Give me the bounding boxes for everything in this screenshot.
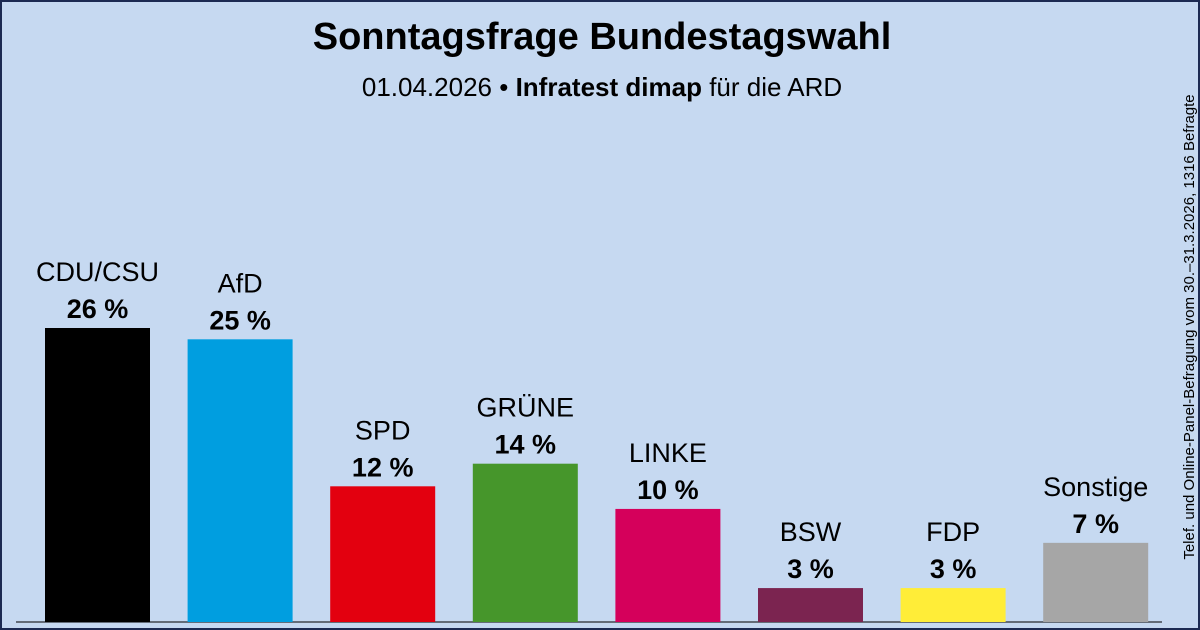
bar-linke xyxy=(615,508,721,622)
bar-value-label: 26 % xyxy=(67,294,129,324)
poll-institute: Infratest dimap xyxy=(515,72,702,102)
bar-value-label: 14 % xyxy=(495,430,557,460)
bar-spd xyxy=(330,486,436,622)
bar-value-label: 10 % xyxy=(637,475,699,505)
bar-category-label: SPD xyxy=(355,415,411,445)
bar-afd xyxy=(187,339,293,622)
bar-value-label: 25 % xyxy=(209,305,271,335)
bar-category-label: GRÜNE xyxy=(477,393,575,423)
bar-value-label: 12 % xyxy=(352,452,414,482)
chart-subtitle: 01.04.2026 • Infratest dimap für die ARD xyxy=(2,72,1198,103)
bar-cdu-csu xyxy=(45,328,150,622)
subtitle-separator: • xyxy=(499,72,509,102)
bar-category-label: CDU/CSU xyxy=(36,257,159,287)
bar-value-label: 3 % xyxy=(787,554,834,584)
bar-value-label: 7 % xyxy=(1072,509,1119,539)
bar-grüne xyxy=(472,463,578,622)
bar-category-label: FDP xyxy=(926,517,980,547)
bar-category-label: LINKE xyxy=(629,438,707,468)
bar-category-label: Sonstige xyxy=(1043,472,1148,502)
chart-title: Sonntagsfrage Bundestagswahl xyxy=(312,16,892,58)
bar-sonstige xyxy=(1043,542,1149,622)
poll-client: für die ARD xyxy=(709,72,843,102)
bar-category-label: BSW xyxy=(780,517,842,547)
bar-value-label: 3 % xyxy=(930,554,977,584)
bar-bsw xyxy=(758,588,863,622)
bar-category-label: AfD xyxy=(218,268,263,298)
source-note: Telef. und Online-Panel-Befragung vom 30… xyxy=(1181,94,1198,560)
bar-fdp xyxy=(900,588,1006,622)
poll-date: 01.04.2026 xyxy=(361,72,492,102)
